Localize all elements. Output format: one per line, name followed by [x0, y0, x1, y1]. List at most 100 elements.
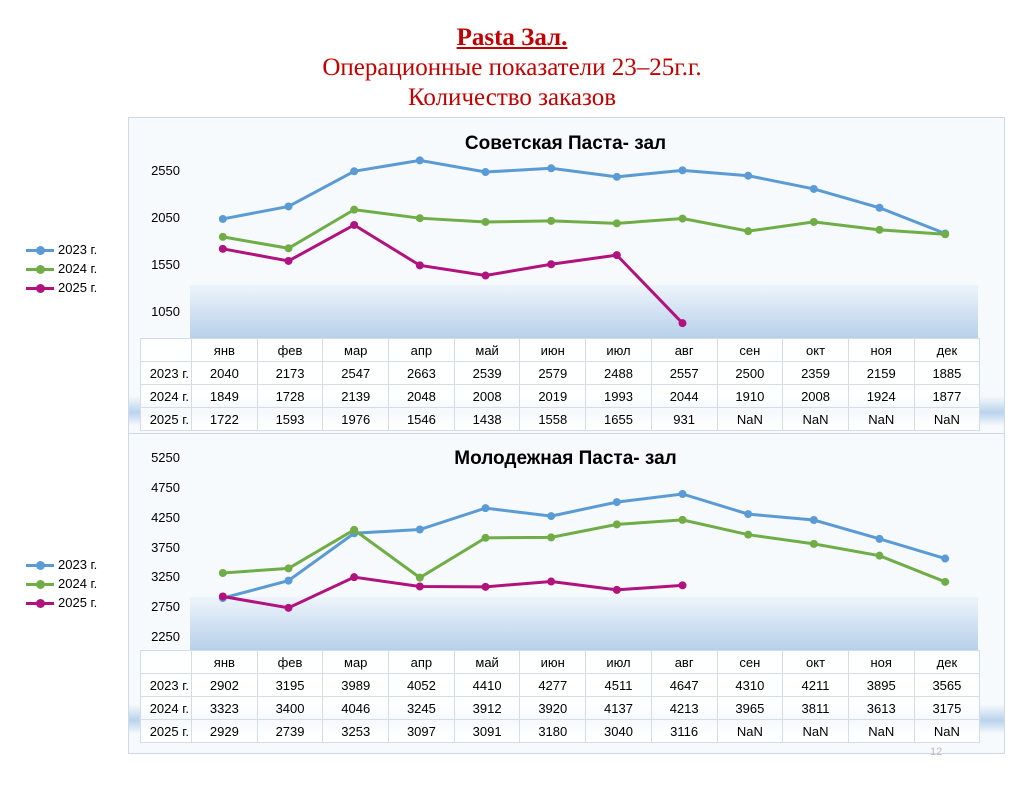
table-cell: 4211 — [782, 673, 849, 697]
legend-item: 2023 г. — [26, 557, 97, 572]
legend-marker — [26, 265, 54, 275]
column-header: июн — [519, 650, 587, 674]
table-cell: 3920 — [519, 696, 587, 720]
y-tick-label: 1050 — [151, 304, 180, 319]
y-tick-label: 3250 — [151, 569, 180, 584]
table-row: 2025 г. 1722 1593 1976 1546 1438 1558 1655 931 Na… — [140, 407, 981, 431]
table-cell: 2739 — [256, 719, 324, 743]
table-cell: NaN — [847, 407, 915, 431]
legend-marker — [26, 599, 54, 609]
table-cell: 3613 — [847, 696, 915, 720]
page-title: Pasta Зал. — [456, 24, 568, 51]
table-cell: 1910 — [716, 384, 784, 408]
column-header: ноя — [847, 650, 915, 674]
table-cell: 4213 — [650, 696, 718, 720]
column-header: июл — [585, 338, 652, 362]
legend-marker — [26, 561, 54, 571]
legend-item: 2023 г. — [26, 242, 97, 257]
chart-title: Молодежная Паста- зал — [454, 448, 677, 469]
column-header: авг — [650, 338, 718, 362]
table-row: 2025 г. 2929 2739 3253 3097 3091 3180 3040 3116 N… — [140, 719, 981, 743]
column-header: июл — [585, 650, 652, 674]
table-cell: 2500 — [716, 361, 784, 385]
y-tick-label: 3750 — [151, 540, 180, 555]
table-row: 2023 г. 2902 3195 3989 4052 4410 4277 4511 4647 4… — [140, 673, 981, 697]
table-cell: 3400 — [256, 696, 324, 720]
column-header: апр — [388, 338, 455, 362]
table-cell: 1849 — [191, 384, 258, 408]
table-cell: 1976 — [322, 407, 390, 431]
table-cell: 3811 — [782, 696, 849, 720]
legend-label: 2024 г. — [58, 261, 98, 276]
table-cell: 1924 — [847, 384, 915, 408]
y-tick-label: 4750 — [151, 480, 180, 495]
table-cell: 4511 — [585, 673, 652, 697]
table-cell: 931 — [650, 407, 718, 431]
legend-item: 2025 г. — [26, 280, 97, 295]
column-header: фев — [256, 338, 324, 362]
table-cell: 2048 — [388, 384, 455, 408]
row-header: 2025 г. — [140, 407, 192, 431]
table-cell: 3097 — [388, 719, 455, 743]
table-cell: 1722 — [191, 407, 258, 431]
table-cell: 1885 — [913, 361, 981, 385]
y-tick-label: 2250 — [151, 629, 180, 644]
row-header: 2025 г. — [140, 719, 192, 743]
table-cell: NaN — [913, 719, 981, 743]
table-cell: 3253 — [322, 719, 390, 743]
table-cell: 1655 — [585, 407, 652, 431]
table-cell: 1558 — [519, 407, 587, 431]
legend-marker — [26, 580, 54, 590]
legend-item: 2025 г. — [26, 595, 97, 610]
column-header: май — [453, 338, 521, 362]
row-header: 2024 г. — [140, 384, 192, 408]
table-cell: 3091 — [453, 719, 521, 743]
table-cell: 2929 — [191, 719, 258, 743]
table-cell: 1546 — [388, 407, 455, 431]
column-header: янв — [191, 650, 258, 674]
table-cell: 2159 — [847, 361, 915, 385]
table-cell: NaN — [913, 407, 981, 431]
table-row: 2023 г. 2040 2173 2547 2663 2539 2579 2488 2557 2… — [140, 361, 981, 385]
table-cell: 2019 — [519, 384, 587, 408]
table-cell: 2359 — [782, 361, 849, 385]
column-header: ноя — [847, 338, 915, 362]
table-cell: 4647 — [650, 673, 718, 697]
table-cell: 4410 — [453, 673, 521, 697]
table-row: 2024 г. 1849 1728 2139 2048 2008 2019 1993 2044 1… — [140, 384, 981, 408]
legend-marker — [26, 284, 54, 294]
table-cell: 1993 — [585, 384, 652, 408]
table-header-row: янв фев мар апр май июн июл авг сен окт ноя дек — [140, 650, 981, 674]
table-cell: 2488 — [585, 361, 652, 385]
legend-label: 2023 г. — [58, 242, 98, 257]
table-cell: NaN — [847, 719, 915, 743]
table-cell: 3989 — [322, 673, 390, 697]
table-cell: 1877 — [913, 384, 981, 408]
table-cell: 4052 — [388, 673, 455, 697]
column-header: апр — [388, 650, 455, 674]
table-row: 2024 г. 3323 3400 4046 3245 3912 3920 4137 4213 3… — [140, 696, 981, 720]
column-header: май — [453, 650, 521, 674]
column-header: окт — [782, 650, 849, 674]
table-cell: 2902 — [191, 673, 258, 697]
legend-item: 2024 г. — [26, 576, 97, 591]
column-header: авг — [650, 650, 718, 674]
plot-area-shade — [190, 597, 978, 650]
page-subtitle: Операционные показатели 23–25г.г. — [322, 54, 702, 81]
page-number: 12 — [930, 746, 943, 758]
row-header: 2023 г. — [140, 361, 192, 385]
table-cell: 3965 — [716, 696, 784, 720]
legend-label: 2024 г. — [58, 576, 98, 591]
data-table: янв фев мар апр май июн июл авг сен окт ноя дек 2023… — [140, 650, 981, 743]
column-header: мар — [322, 338, 390, 362]
data-table: янв фев мар апр май июн июл авг сен окт ноя дек 2023… — [140, 338, 981, 431]
column-header: дек — [913, 650, 981, 674]
y-tick-label: 2050 — [151, 210, 180, 225]
legend-item: 2024 г. — [26, 261, 97, 276]
table-cell: NaN — [782, 407, 849, 431]
table-cell: 3195 — [256, 673, 324, 697]
table-cell: 3323 — [191, 696, 258, 720]
metric-title: Количество заказов — [407, 84, 617, 111]
legend-label: 2025 г. — [58, 595, 98, 610]
table-cell: 3912 — [453, 696, 521, 720]
